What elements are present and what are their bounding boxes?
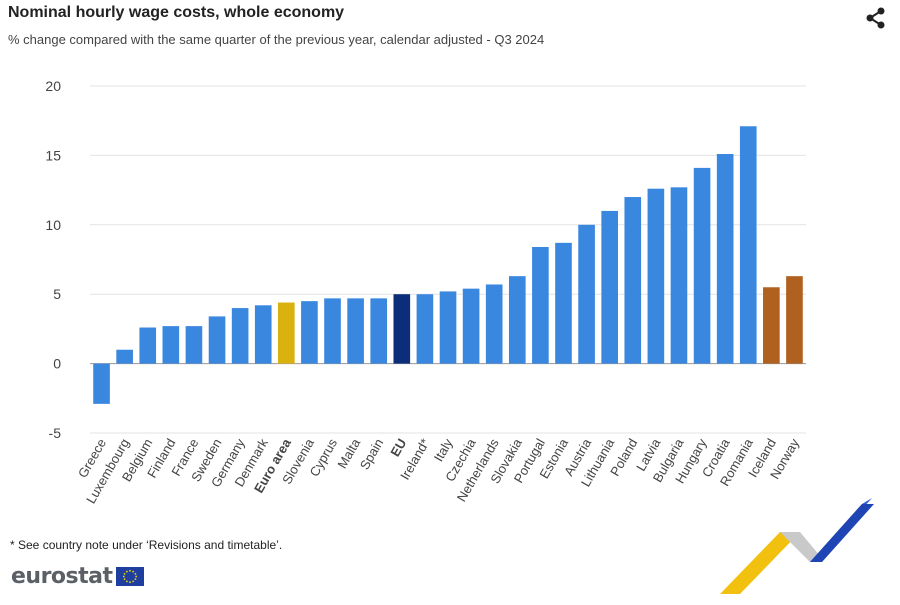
share-icon[interactable] (864, 6, 888, 30)
eu-flag-icon (115, 566, 144, 586)
y-axis-ticks: 20 15 10 5 0 -5 (45, 78, 61, 441)
bar-poland[interactable] (624, 197, 642, 364)
bar-romania[interactable] (739, 126, 757, 364)
bar-chart: 20 15 10 5 0 -5 GreeceLuxembourgBelgiumFinlan… (45, 78, 806, 506)
bar-luxembourg[interactable] (116, 349, 133, 364)
x-tick-label: Spain (357, 436, 387, 472)
bar-lithuania[interactable] (601, 210, 618, 364)
bar-czechia[interactable] (462, 288, 480, 364)
bar-cyprus[interactable] (324, 298, 341, 364)
logo-text: eurostat (11, 563, 113, 589)
bar-slovenia[interactable] (301, 301, 318, 364)
x-tick-label: EU (387, 436, 409, 459)
bar-france[interactable] (185, 326, 203, 364)
bar-bulgaria[interactable] (670, 187, 688, 364)
bar-latvia[interactable] (647, 188, 665, 364)
bar-netherlands[interactable] (485, 284, 503, 364)
bar-ireland[interactable] (416, 294, 434, 364)
bar-finland[interactable] (162, 326, 180, 364)
bar-austria[interactable] (578, 224, 595, 364)
bar-slovakia[interactable] (508, 276, 526, 364)
bar-sweden[interactable] (208, 316, 226, 364)
decorative-ribbon (720, 498, 874, 594)
chart-subtitle: % change compared with the same quarter … (8, 32, 545, 47)
bars (93, 126, 803, 404)
eurostat-logo[interactable]: eurostat (11, 563, 144, 589)
bar-belgium[interactable] (139, 327, 157, 364)
bar-eu[interactable] (393, 294, 411, 364)
x-axis-labels: GreeceLuxembourgBelgiumFinlandFranceSwed… (75, 435, 802, 506)
y-tick-label: 10 (45, 217, 61, 233)
y-tick-label: 15 (45, 147, 61, 163)
y-tick-label: -5 (49, 425, 62, 441)
chart-title: Nominal hourly wage costs, whole economy (8, 4, 345, 21)
bar-spain[interactable] (370, 298, 388, 364)
footnote: * See country note under ‘Revisions and … (10, 538, 283, 552)
bar-iceland[interactable] (763, 287, 780, 364)
bar-estonia[interactable] (555, 242, 572, 364)
bar-denmark[interactable] (254, 305, 272, 364)
bar-germany[interactable] (231, 308, 249, 364)
bar-portugal[interactable] (532, 247, 549, 364)
bar-malta[interactable] (347, 298, 364, 364)
bar-hungary[interactable] (693, 167, 711, 364)
y-tick-label: 20 (45, 78, 61, 94)
bar-norway[interactable] (786, 276, 803, 364)
bar-greece[interactable] (93, 363, 110, 404)
bar-euro-area[interactable] (278, 302, 295, 364)
bar-italy[interactable] (439, 291, 457, 364)
bar-croatia[interactable] (716, 154, 734, 364)
y-tick-label: 5 (53, 286, 61, 302)
y-tick-label: 0 (53, 356, 61, 372)
